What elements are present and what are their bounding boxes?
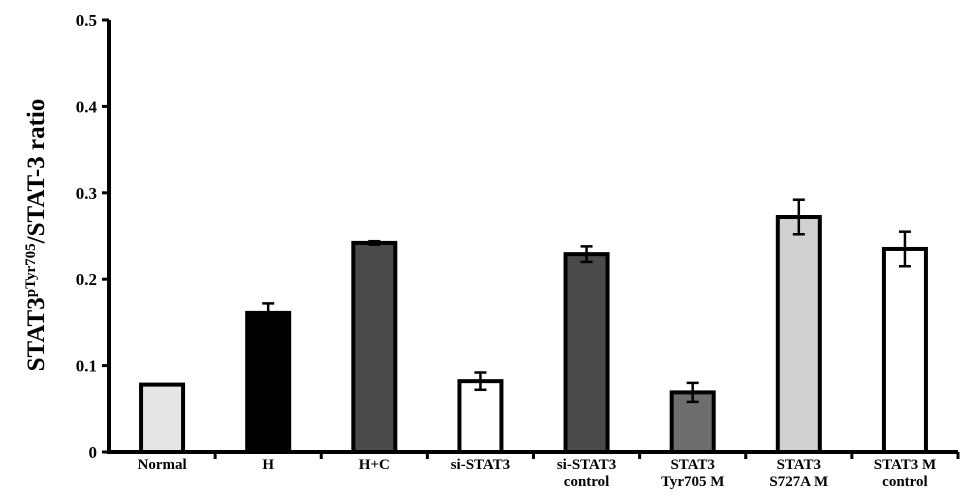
y-tick-label-0: 0 [89, 443, 98, 462]
x-category-label-line: STAT3 [777, 457, 821, 473]
bar-8 [884, 249, 926, 452]
x-category-label-7: STAT3S727A M [769, 457, 828, 490]
x-category-labels: NormalHH+Csi-STAT3si-STAT3controlSTAT3Ty… [137, 457, 936, 490]
x-category-label-line: si-STAT3 [451, 457, 510, 473]
x-category-label-line: control [882, 474, 928, 490]
x-category-label-2: H [262, 457, 274, 473]
x-category-label-8: STAT3 Mcontrol [874, 457, 936, 490]
y-axis-label-prefix: STAT3 [23, 297, 50, 371]
x-category-label-1: Normal [137, 457, 186, 473]
bar-7 [778, 217, 820, 452]
x-category-label-line: S727A M [769, 474, 828, 490]
y-tick-label-5: 0.5 [76, 11, 97, 30]
y-ticks: 0 0.1 0.2 0.3 0.4 0.5 [76, 11, 958, 462]
bars [141, 217, 926, 452]
x-category-label-line: Tyr705 M [661, 474, 724, 490]
y-tick-label-1: 0.1 [76, 357, 97, 376]
axes [107, 20, 958, 454]
y-tick-label-3: 0.3 [76, 184, 97, 203]
x-category-label-line: si-STAT3 [557, 457, 616, 473]
x-category-label-line: H+C [359, 457, 390, 473]
x-category-label-5: si-STAT3control [557, 457, 616, 490]
bar-2 [247, 313, 289, 452]
x-category-label-6: STAT3Tyr705 M [661, 457, 724, 490]
x-category-label-line: Normal [137, 457, 186, 473]
bar-3 [353, 243, 395, 452]
y-axis-label: STAT3pTyr705/STAT-3 ratio [23, 99, 50, 372]
x-category-label-line: STAT3 M [874, 457, 936, 473]
y-tick-label-2: 0.2 [76, 270, 97, 289]
x-category-label-line: STAT3 [670, 457, 714, 473]
bar-5 [566, 254, 608, 452]
y-axis-label-suffix: /STAT-3 ratio [23, 99, 50, 245]
y-tick-label-4: 0.4 [76, 97, 98, 116]
x-category-label-line: control [564, 474, 610, 490]
bar-4 [459, 381, 501, 452]
x-category-label-line: H [262, 457, 274, 473]
x-category-label-4: si-STAT3 [451, 457, 510, 473]
y-axis-label-superscript: pTyr705 [23, 243, 39, 297]
bar-1 [141, 385, 183, 452]
x-category-label-3: H+C [359, 457, 390, 473]
